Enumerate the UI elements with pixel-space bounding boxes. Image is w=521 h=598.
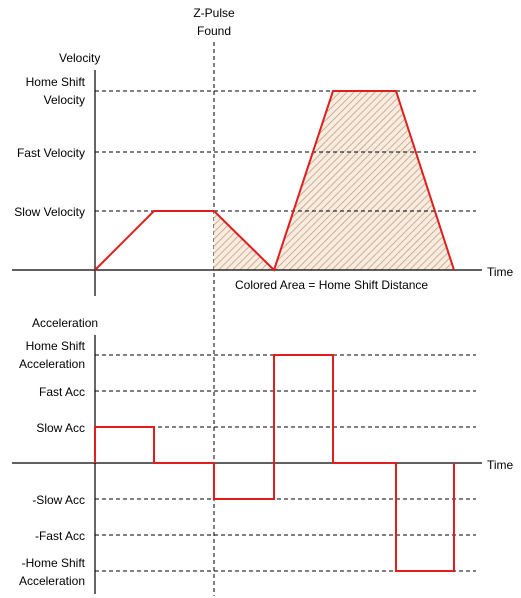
neg-slow-acc-label: -Slow Acc <box>32 493 85 507</box>
acceleration-chart: Acceleration Time Home Shift Acceleratio… <box>12 316 514 594</box>
velocity-axis-title: Velocity <box>59 51 100 65</box>
home-shift-velocity-label-line1: Home Shift <box>26 75 86 89</box>
home-shift-acc-label-line1: Home Shift <box>26 339 86 353</box>
fast-velocity-label: Fast Velocity <box>17 146 85 160</box>
acceleration-profile-line <box>94 354 455 572</box>
home-shift-acc-label-line2: Acceleration <box>19 357 85 371</box>
slow-acc-label: Slow Acc <box>36 421 85 435</box>
z-pulse-label-line2: Found <box>197 24 231 38</box>
neg-home-shift-acc-label-line1: -Home Shift <box>22 556 86 570</box>
acceleration-time-label: Time <box>487 458 514 472</box>
neg-home-shift-acc-label-line2: Acceleration <box>19 574 85 588</box>
neg-fast-acc-label: -Fast Acc <box>35 529 85 543</box>
fast-acc-label: Fast Acc <box>39 385 85 399</box>
home-shift-distance-note: Colored Area = Home Shift Distance <box>235 278 428 292</box>
slow-velocity-label: Slow Velocity <box>14 205 85 219</box>
z-pulse-label-line1: Z-Pulse <box>193 6 235 20</box>
velocity-profile-line <box>94 90 455 272</box>
velocity-time-label: Time <box>487 265 514 279</box>
acceleration-axis-title: Acceleration <box>32 316 98 330</box>
home-shift-area-shift <box>274 91 454 270</box>
velocity-chart: Velocity Time Home Shift Velocity Fast V… <box>12 51 514 296</box>
home-shift-velocity-label-line2: Velocity <box>44 93 85 107</box>
